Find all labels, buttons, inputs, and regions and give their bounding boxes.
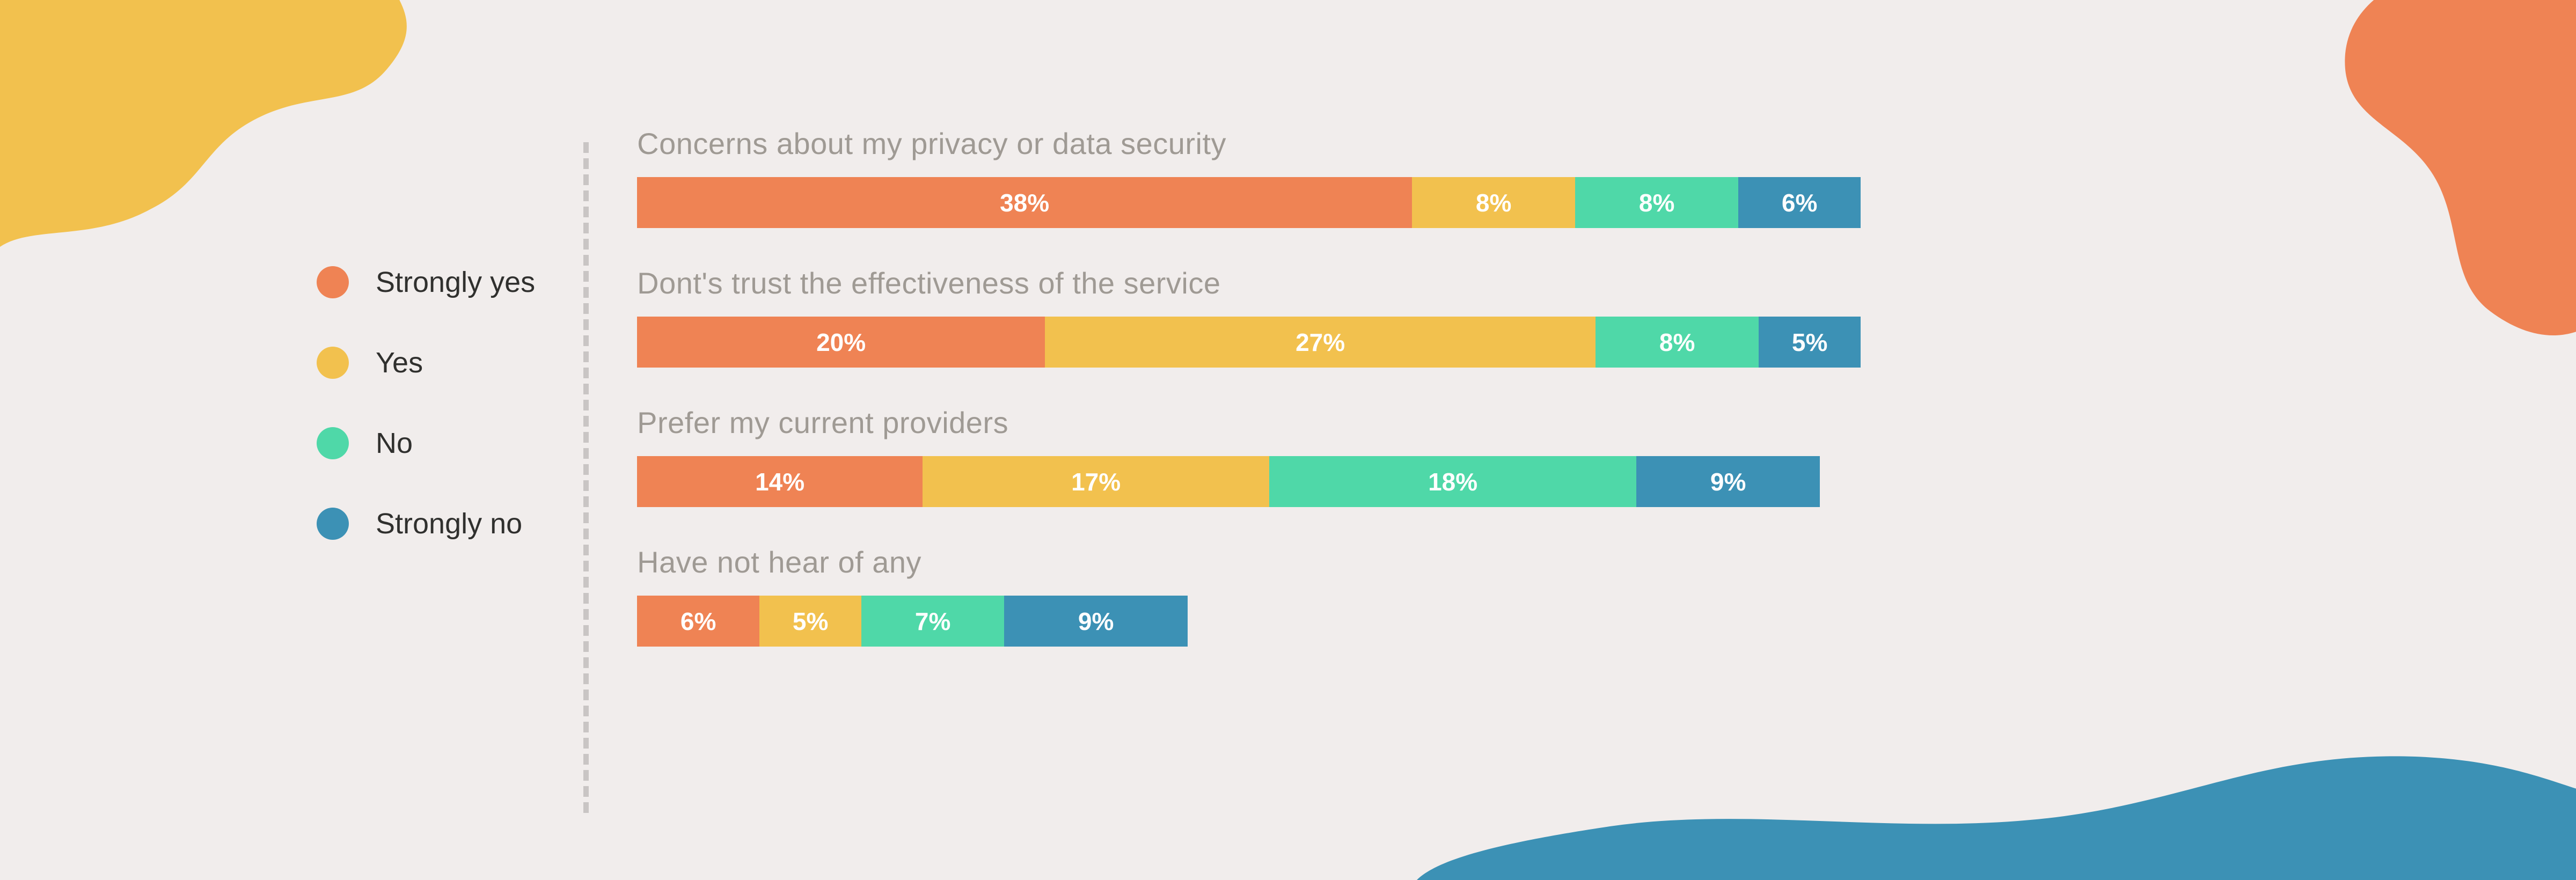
bar-segment: 8% — [1596, 317, 1759, 368]
bar-segment: 9% — [1004, 596, 1188, 647]
bar-segment: 8% — [1412, 177, 1575, 228]
bar-group: Concerns about my privacy or data securi… — [637, 126, 1861, 228]
bar-segment: 38% — [637, 177, 1412, 228]
bar-title: Prefer my current providers — [637, 405, 1861, 440]
bar-segment: 20% — [637, 317, 1045, 368]
chart-content: Strongly yes Yes No Strongly no Concerns… — [317, 126, 1861, 813]
bar-segment: 17% — [923, 456, 1269, 507]
legend-item-no: No — [317, 427, 535, 460]
legend-label: Yes — [376, 346, 423, 379]
vertical-divider — [583, 142, 589, 813]
bar-row: 14% 17% 18% 9% — [637, 456, 1861, 507]
bar-group: Prefer my current providers 14% 17% 18% … — [637, 405, 1861, 507]
bar-segment: 7% — [861, 596, 1004, 647]
bar-segment: 5% — [759, 596, 861, 647]
blob-top-right — [2233, 0, 2576, 397]
legend-swatch — [317, 266, 349, 298]
bar-group: Have not hear of any 6% 5% 7% 9% — [637, 545, 1861, 647]
bar-segment: 8% — [1575, 177, 1738, 228]
legend-label: Strongly yes — [376, 266, 535, 299]
legend-item-strongly-no: Strongly no — [317, 507, 535, 540]
legend-swatch — [317, 508, 349, 540]
bar-title: Dont's trust the effectiveness of the se… — [637, 266, 1861, 300]
legend-swatch — [317, 347, 349, 379]
legend-label: Strongly no — [376, 507, 522, 540]
bar-chart: Concerns about my privacy or data securi… — [637, 126, 1861, 647]
bar-segment: 6% — [1738, 177, 1861, 228]
legend-item-strongly-yes: Strongly yes — [317, 266, 535, 299]
bar-segment: 14% — [637, 456, 923, 507]
bar-segment: 6% — [637, 596, 759, 647]
bar-title: Concerns about my privacy or data securi… — [637, 126, 1861, 161]
bar-row: 20% 27% 8% 5% — [637, 317, 1861, 368]
bar-row: 38% 8% 8% 6% — [637, 177, 1861, 228]
bar-segment: 18% — [1269, 456, 1636, 507]
bar-segment: 9% — [1636, 456, 1820, 507]
legend: Strongly yes Yes No Strongly no — [317, 126, 535, 540]
bar-segment: 5% — [1759, 317, 1861, 368]
bar-group: Dont's trust the effectiveness of the se… — [637, 266, 1861, 368]
legend-swatch — [317, 427, 349, 459]
bar-title: Have not hear of any — [637, 545, 1861, 580]
bar-row: 6% 5% 7% 9% — [637, 596, 1861, 647]
legend-item-yes: Yes — [317, 346, 535, 379]
legend-label: No — [376, 427, 413, 460]
bar-segment: 27% — [1045, 317, 1596, 368]
